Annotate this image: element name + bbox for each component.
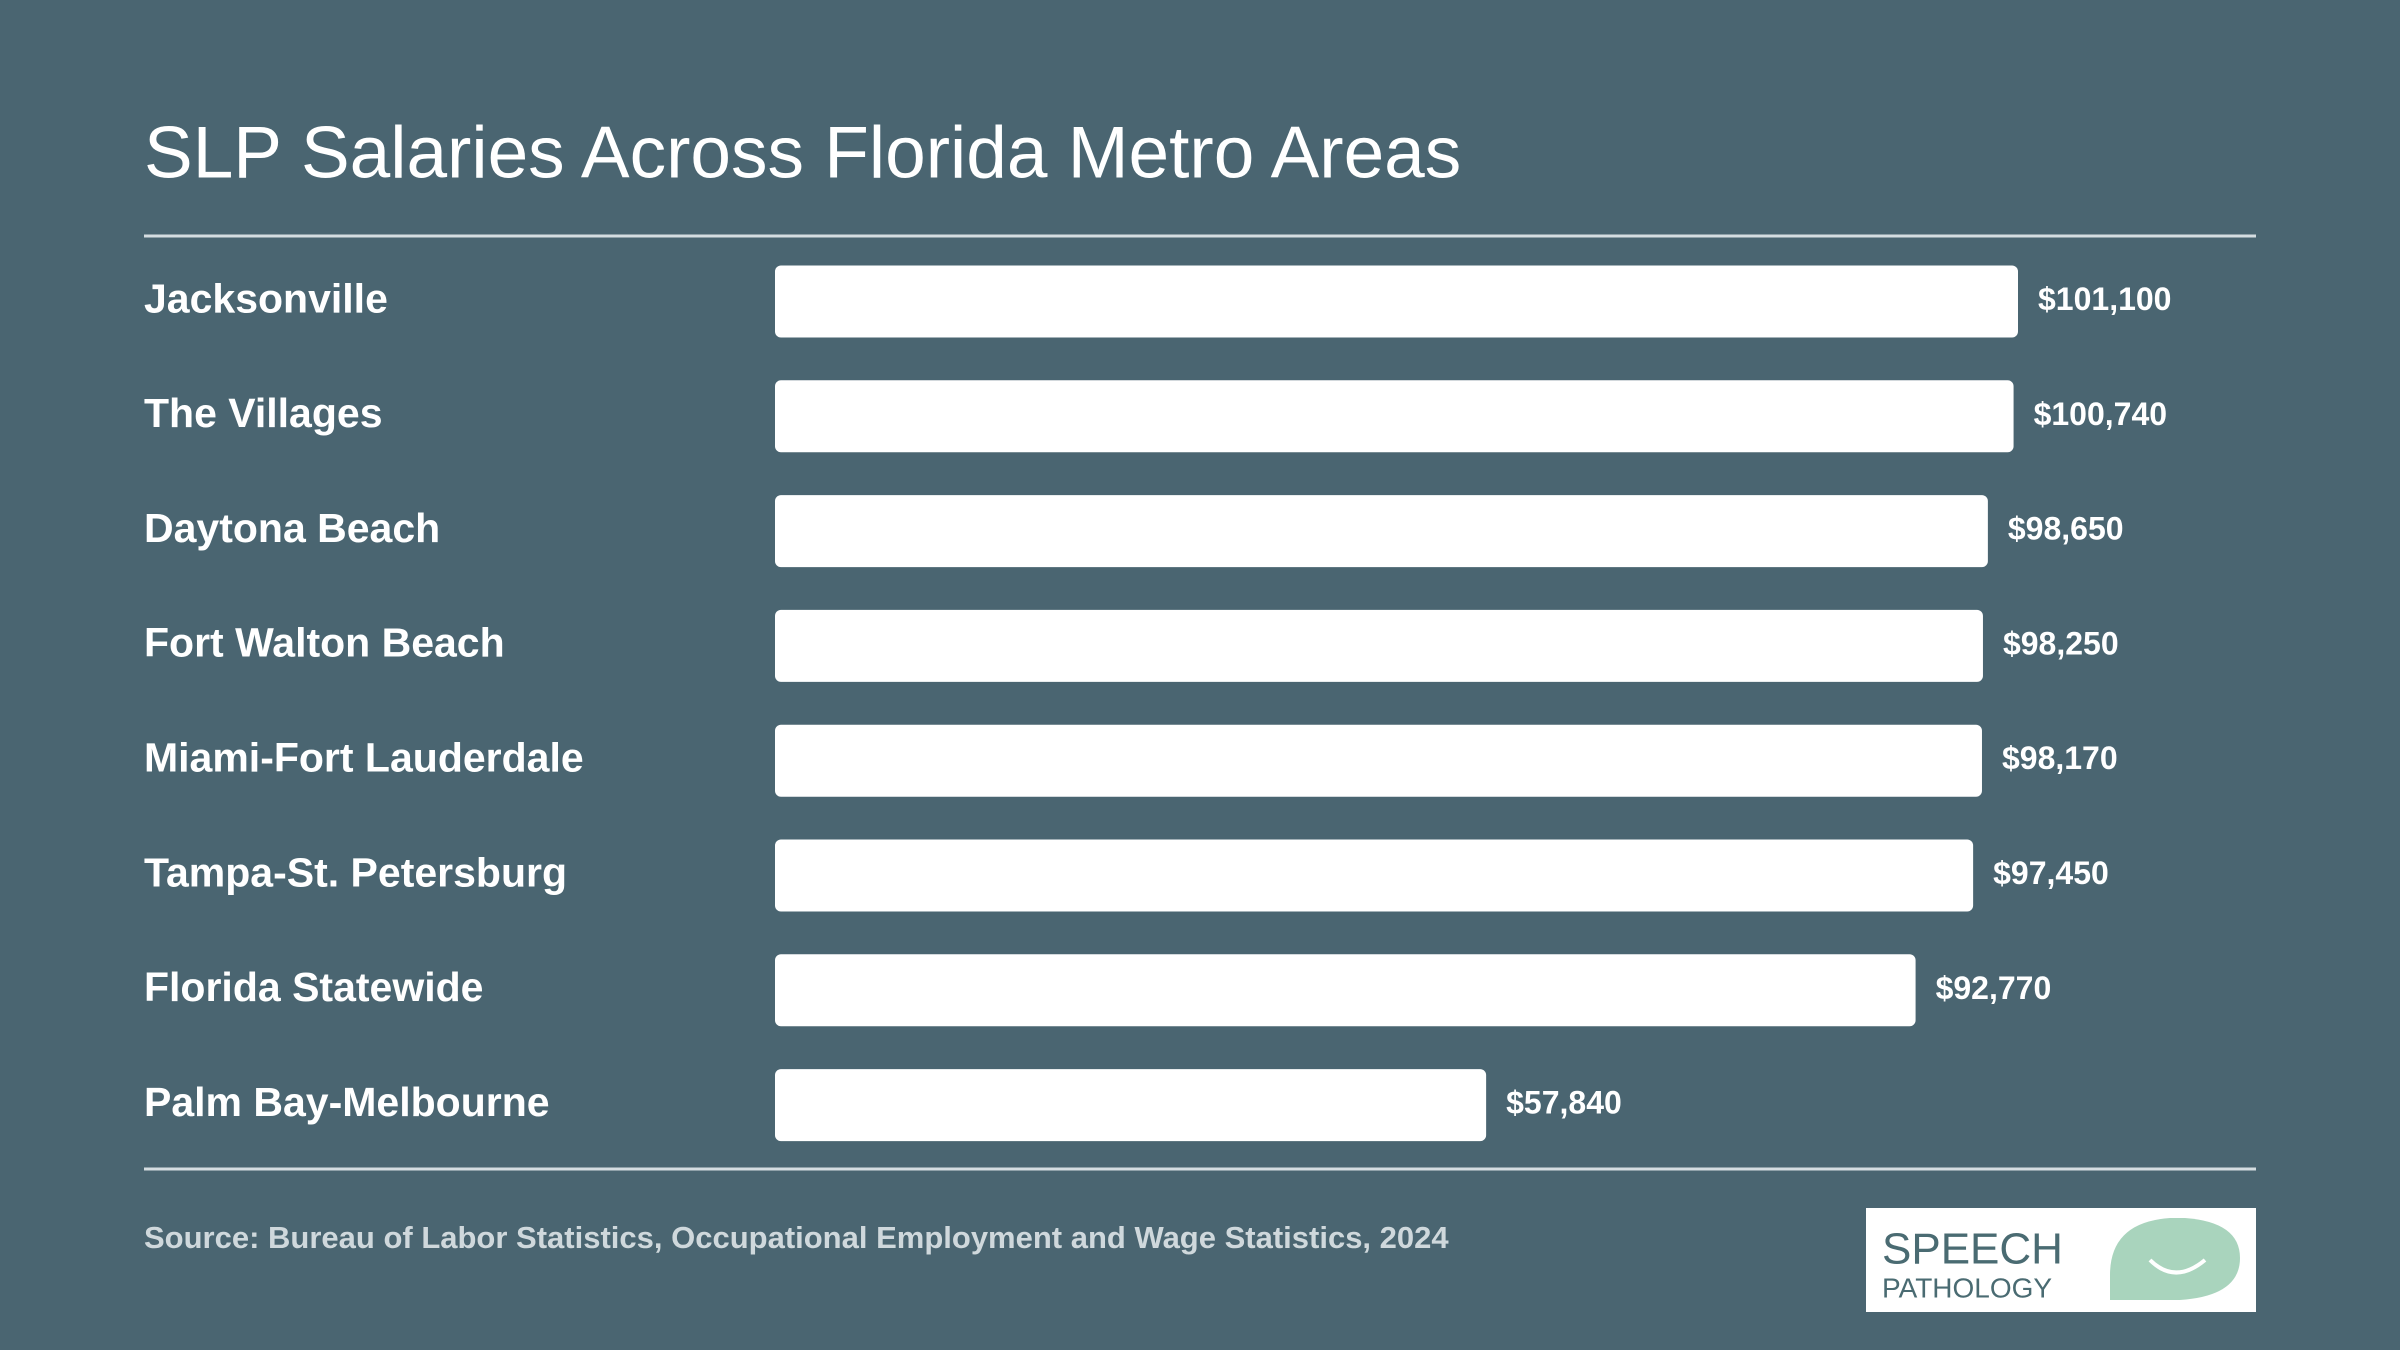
logo-smile: [2148, 1258, 2207, 1275]
value-label: $98,650: [2008, 511, 2124, 547]
bar: [775, 265, 2018, 338]
logo-bubble: [2110, 1218, 2240, 1300]
bar: [775, 839, 1974, 912]
bar: [775, 495, 1988, 568]
logo: SPEECH PATHOLOGY: [1866, 1208, 2256, 1312]
value-label: $92,770: [1936, 970, 2052, 1006]
category-label: Miami-Fort Lauderdale: [144, 735, 584, 781]
bar: [775, 724, 1982, 797]
chart-title: SLP Salaries Across Florida Metro Areas: [144, 112, 1461, 193]
category-label: Fort Walton Beach: [144, 620, 505, 666]
value-label: $98,250: [2003, 625, 2119, 661]
value-label: $97,450: [1993, 855, 2109, 891]
value-label: $98,170: [2002, 740, 2118, 776]
logo-text: SPEECH: [1882, 1225, 2063, 1274]
category-label: Tampa-St. Petersburg: [144, 849, 567, 895]
category-label: Palm Bay-Melbourne: [144, 1079, 550, 1125]
bar: [775, 609, 1983, 682]
bar: [775, 954, 1916, 1027]
category-label: Daytona Beach: [144, 505, 440, 551]
source-note: Source: Bureau of Labor Statistics, Occu…: [144, 1220, 1449, 1255]
logo-text: PATHOLOGY: [1882, 1272, 2052, 1303]
category-label: The Villages: [144, 390, 383, 436]
category-label: Jacksonville: [144, 275, 388, 321]
bar: [775, 380, 2014, 453]
value-label: $100,740: [2034, 396, 2167, 432]
value-label: $101,100: [2038, 281, 2171, 317]
value-label: $57,840: [1506, 1085, 1622, 1121]
bar: [775, 1069, 1487, 1142]
category-label: Florida Statewide: [144, 964, 483, 1010]
